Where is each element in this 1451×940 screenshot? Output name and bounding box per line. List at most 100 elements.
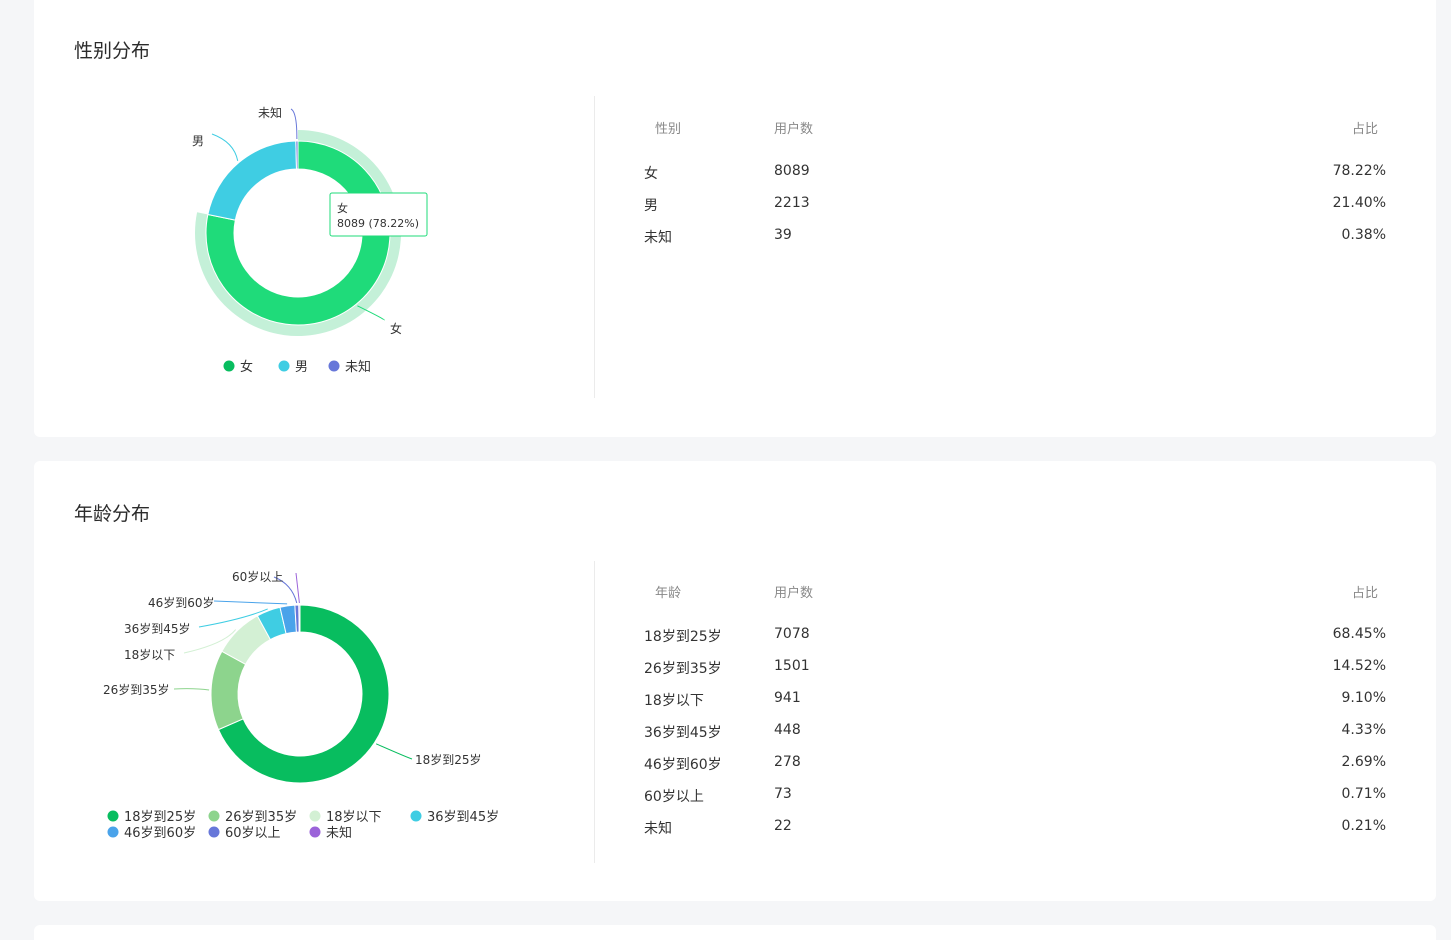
legend-label[interactable]: 46岁到60岁 bbox=[124, 826, 196, 841]
legend-label[interactable]: 60岁以上 bbox=[225, 826, 281, 841]
row-label: 26岁到35岁 bbox=[644, 661, 722, 677]
label-line bbox=[375, 743, 413, 760]
age-table-header: 年龄 用户数 占比 bbox=[644, 582, 1386, 602]
pie-slice[interactable] bbox=[298, 604, 301, 633]
row-label: 女 bbox=[644, 166, 658, 182]
row-label: 未知 bbox=[644, 821, 672, 837]
label-line bbox=[198, 608, 268, 628]
label-line bbox=[295, 572, 300, 604]
slice-label: 未知 bbox=[258, 106, 282, 120]
age-card: 年龄分布 18岁到25岁 26岁到35岁 18岁以下 36岁到45岁 46岁到60岁 60… bbox=[34, 461, 1436, 901]
slice-label: 46岁到60岁 bbox=[148, 595, 215, 610]
legend-marker[interactable] bbox=[410, 810, 422, 822]
table-row: 36岁到45岁 448 4.33% bbox=[644, 722, 1386, 742]
gender-header-pct: 占比 bbox=[1351, 122, 1378, 137]
legend-label[interactable]: 36岁到45岁 bbox=[427, 810, 499, 825]
gender-divider bbox=[594, 96, 595, 398]
row-label: 36岁到45岁 bbox=[644, 725, 722, 741]
legend-marker[interactable] bbox=[208, 826, 220, 838]
age-title: 年龄分布 bbox=[74, 503, 151, 525]
row-count: 941 bbox=[774, 690, 801, 706]
legend-label[interactable]: 未知 bbox=[345, 359, 371, 375]
legend-marker[interactable] bbox=[107, 810, 119, 822]
label-line bbox=[211, 133, 239, 161]
gender-table-header: 性别 用户数 占比 bbox=[644, 118, 1386, 138]
age-table: 年龄 用户数 占比 18岁到25岁 7078 68.45% 26岁到35岁 15… bbox=[644, 582, 1386, 842]
table-row: 18岁到25岁 7078 68.45% bbox=[644, 626, 1386, 646]
table-row: 未知 22 0.21% bbox=[644, 818, 1386, 838]
row-count: 2213 bbox=[774, 195, 810, 211]
legend-marker[interactable] bbox=[223, 360, 235, 372]
pie-slice[interactable] bbox=[207, 140, 297, 221]
slice-label: 60岁以上 bbox=[232, 569, 283, 584]
legend-marker[interactable] bbox=[107, 826, 119, 838]
legend-label[interactable]: 未知 bbox=[326, 825, 352, 841]
gender-title: 性别分布 bbox=[74, 40, 151, 62]
legend-marker[interactable] bbox=[309, 826, 321, 838]
gender-card: 性别分布 女男未知女男未知女 8089 (78.22%) 性别 用户数 占比 女 … bbox=[34, 0, 1436, 437]
row-count: 73 bbox=[774, 786, 792, 802]
row-count: 8089 bbox=[774, 163, 810, 179]
legend-label[interactable]: 26岁到35岁 bbox=[225, 810, 297, 825]
label-line bbox=[173, 688, 210, 691]
row-label: 46岁到60岁 bbox=[644, 757, 722, 773]
row-label: 男 bbox=[644, 198, 658, 214]
row-count: 448 bbox=[774, 722, 801, 738]
row-pct: 78.22% bbox=[1332, 163, 1386, 179]
label-line bbox=[273, 576, 298, 604]
row-pct: 2.69% bbox=[1341, 754, 1386, 770]
row-count: 39 bbox=[774, 227, 792, 243]
row-label: 60岁以上 bbox=[644, 789, 704, 805]
row-pct: 14.52% bbox=[1332, 658, 1386, 674]
gender-tooltip: 女 8089 (78.22%) bbox=[329, 192, 428, 237]
row-pct: 68.45% bbox=[1332, 626, 1386, 642]
row-pct: 0.21% bbox=[1341, 818, 1386, 834]
row-label: 未知 bbox=[644, 230, 672, 246]
row-pct: 0.38% bbox=[1341, 227, 1386, 243]
legend-marker[interactable] bbox=[208, 810, 220, 822]
slice-label: 女 bbox=[390, 321, 402, 336]
table-row: 男 2213 21.40% bbox=[644, 195, 1386, 215]
table-row: 未知 39 0.38% bbox=[644, 227, 1386, 247]
pie-slice[interactable] bbox=[210, 650, 247, 731]
table-row: 女 8089 78.22% bbox=[644, 163, 1386, 183]
pie-slice[interactable] bbox=[295, 140, 299, 170]
tooltip-value: 8089 (78.22%) bbox=[337, 217, 419, 230]
legend-label[interactable]: 18岁以下 bbox=[326, 810, 382, 825]
slice-label: 18岁到25岁 bbox=[415, 752, 482, 767]
row-label: 18岁到25岁 bbox=[644, 629, 722, 645]
row-count: 278 bbox=[774, 754, 801, 770]
gender-header-count: 用户数 bbox=[774, 122, 814, 137]
label-line bbox=[290, 108, 298, 140]
label-line bbox=[357, 305, 385, 321]
row-pct: 9.10% bbox=[1341, 690, 1386, 706]
slice-label: 26岁到35岁 bbox=[103, 682, 170, 697]
row-label: 18岁以下 bbox=[644, 693, 704, 709]
legend-marker[interactable] bbox=[328, 360, 340, 372]
row-pct: 0.71% bbox=[1341, 786, 1386, 802]
legend-label[interactable]: 女 bbox=[240, 359, 253, 375]
row-count: 22 bbox=[774, 818, 792, 834]
legend-label[interactable]: 男 bbox=[295, 360, 308, 375]
row-pct: 4.33% bbox=[1341, 722, 1386, 738]
table-row: 26岁到35岁 1501 14.52% bbox=[644, 658, 1386, 678]
slice-label: 18岁以下 bbox=[124, 647, 175, 662]
age-header-pct: 占比 bbox=[1351, 586, 1378, 601]
table-row: 60岁以上 73 0.71% bbox=[644, 786, 1386, 806]
age-divider bbox=[594, 561, 595, 863]
legend-label[interactable]: 18岁到25岁 bbox=[124, 810, 196, 825]
label-line bbox=[213, 600, 288, 605]
tooltip-name: 女 bbox=[337, 201, 348, 215]
age-header-label: 年龄 bbox=[655, 586, 682, 601]
age-header-count: 用户数 bbox=[774, 586, 814, 601]
slice-label: 男 bbox=[192, 134, 204, 148]
slice-label: 36岁到45岁 bbox=[124, 621, 191, 636]
gender-donut-chart: 女男未知女男未知女8089 (78.22%) bbox=[192, 106, 428, 375]
row-count: 7078 bbox=[774, 626, 810, 642]
gender-header-label: 性别 bbox=[655, 122, 682, 137]
legend-marker[interactable] bbox=[278, 360, 290, 372]
legend-marker[interactable] bbox=[309, 810, 321, 822]
pie-slice[interactable] bbox=[217, 604, 390, 784]
table-row: 18岁以下 941 9.10% bbox=[644, 690, 1386, 710]
gender-table: 性别 用户数 占比 女 8089 78.22% 男 2213 21.40% 未知… bbox=[644, 118, 1386, 268]
